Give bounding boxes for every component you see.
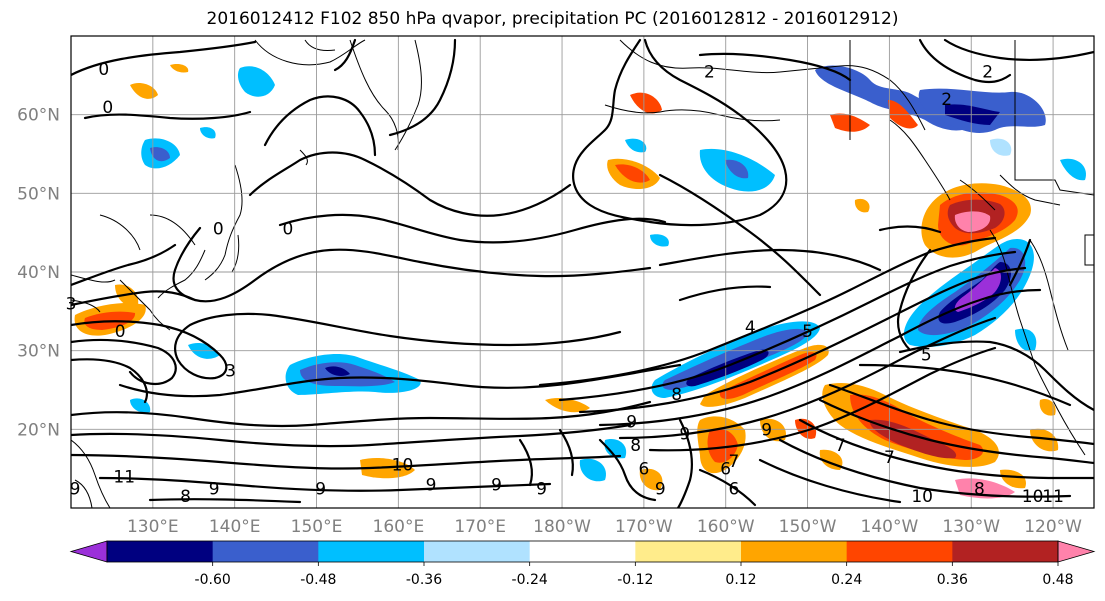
colorbar-tick-label: 0.48 <box>1042 572 1073 588</box>
colorbar-swatch <box>635 541 742 562</box>
contour-label: 8 <box>630 436 641 456</box>
contour-label: 2 <box>704 62 715 82</box>
colorbar-tick-label: 0.12 <box>725 572 756 588</box>
contour-label: 7 <box>884 448 895 468</box>
longitude-label: 120°W <box>1024 517 1082 537</box>
contour-label: 0 <box>213 220 224 240</box>
precipitation-shading <box>74 63 1086 499</box>
contour-label: 8 <box>671 385 682 405</box>
colorbar-tick-label: 0.36 <box>937 572 968 588</box>
longitude-label: 170°E <box>454 517 506 537</box>
contour-label: 5 <box>802 322 813 342</box>
colorbar: -0.60 -0.48 -0.36 -0.24 -0.12 0.12 0.24 0.36 0.4… <box>69 540 1096 588</box>
latitude-label: 50°N <box>17 184 60 204</box>
colorbar-swatch <box>107 541 214 562</box>
contour-label: 9 <box>679 424 690 444</box>
latitude-label: 30°N <box>17 342 60 362</box>
longitude-label: 160°E <box>373 517 425 537</box>
contour-label: 4 <box>745 318 756 338</box>
contour-label: 7 <box>835 436 846 456</box>
colorbar-swatch <box>741 541 848 562</box>
longitude-label: 130°W <box>942 517 1000 537</box>
contour-label: 9 <box>315 479 326 499</box>
colorbar-frame <box>106 540 1059 563</box>
contour-label: 9 <box>655 479 666 499</box>
latitude-label: 40°N <box>17 263 60 283</box>
longitude-label: 150°E <box>291 517 343 537</box>
contour-label: 9 <box>536 479 547 499</box>
longitude-label: 160°W <box>697 517 755 537</box>
contour-label: 9 <box>761 420 772 440</box>
contour-label: 11 <box>1042 487 1064 507</box>
colorbar-swatch <box>212 541 319 562</box>
colorbar-extend-low <box>69 540 108 563</box>
contour-label: 8 <box>974 479 985 499</box>
colorbar-swatch <box>318 541 425 562</box>
colorbar-tick-label: 0.24 <box>831 572 862 588</box>
colorbar-swatch <box>846 541 953 562</box>
longitude-label: 140°W <box>861 517 919 537</box>
contour-label: 9 <box>209 479 220 499</box>
colorbar-tick-label: -0.48 <box>300 572 336 588</box>
contour-label: 10 <box>1022 487 1044 507</box>
contour-label: 6 <box>720 460 731 480</box>
colorbar-extend-high <box>1057 540 1096 563</box>
contour-label: 10 <box>392 456 414 476</box>
contour-label: 5 <box>921 346 932 366</box>
contour-label: 9 <box>426 475 437 495</box>
map-frame <box>70 35 1095 509</box>
longitude-label: 140°E <box>209 517 261 537</box>
latitude-labels: 60°N 50°N 40°N 30°N 20°N <box>17 106 60 441</box>
latitude-label: 20°N <box>17 420 60 440</box>
longitude-label: 170°W <box>615 517 673 537</box>
contour-label: 0 <box>282 220 293 240</box>
map-title: 2016012412 F102 850 hPa qvapor, precipit… <box>206 9 899 29</box>
contour-label: 3 <box>225 361 236 381</box>
longitude-label: 130°E <box>127 517 179 537</box>
contour-label: 8 <box>180 487 191 507</box>
colorbar-swatch <box>952 541 1059 562</box>
longitude-labels: 130°E 140°E 150°E 160°E 170°E 180°W 170°W 160°W… <box>127 517 1082 537</box>
contour-label: 9 <box>70 479 81 499</box>
contour-label: 9 <box>491 475 502 495</box>
colorbar-tick-label: -0.24 <box>512 572 548 588</box>
contour-label: 9 <box>626 412 637 432</box>
colorbar-tick-label: -0.36 <box>406 572 442 588</box>
colorbar-tick-label: -0.12 <box>617 572 653 588</box>
colorbar-swatch <box>424 541 531 562</box>
contour-label: 11 <box>113 468 135 488</box>
contour-label: 6 <box>728 479 739 499</box>
contour-label: 0 <box>115 322 126 342</box>
contour-label: 0 <box>98 60 109 80</box>
colorbar-tick-label: -0.60 <box>195 572 231 588</box>
contour-label: 7 <box>728 452 739 472</box>
colorbar-swatch <box>529 541 636 562</box>
contour-label: 6 <box>638 460 649 480</box>
coastlines <box>71 39 1094 508</box>
contour-label: 0 <box>102 98 113 118</box>
longitude-label: 180°W <box>533 517 591 537</box>
longitude-label: 150°W <box>779 517 837 537</box>
contour-label: 2 <box>982 62 993 82</box>
latitude-label: 60°N <box>17 106 60 126</box>
graticule <box>71 36 1094 508</box>
qvapor-contours <box>71 38 1094 508</box>
contour-label: 2 <box>941 90 952 110</box>
contour-label: 10 <box>911 487 933 507</box>
